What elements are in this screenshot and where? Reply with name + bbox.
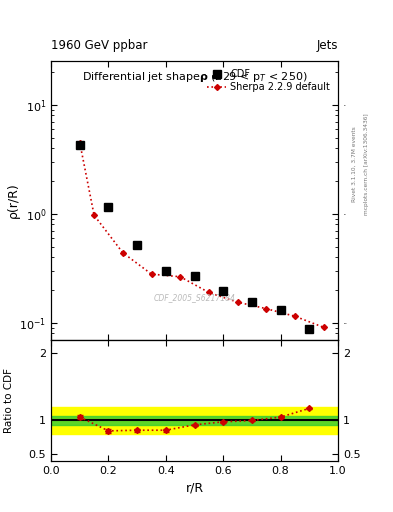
Text: 1960 GeV ppbar: 1960 GeV ppbar bbox=[51, 38, 148, 52]
Legend: CDF, Sherpa 2.2.9 default: CDF, Sherpa 2.2.9 default bbox=[204, 66, 333, 95]
Y-axis label: Ratio to CDF: Ratio to CDF bbox=[4, 368, 14, 433]
Bar bbox=[51, 416, 338, 425]
Text: Jets: Jets bbox=[316, 38, 338, 52]
Text: Rivet 3.1.10, 3.7M events: Rivet 3.1.10, 3.7M events bbox=[352, 126, 357, 202]
Text: Differential jet shape$\bf{\rho}$ (229 < p$_T$ < 250): Differential jet shape$\bf{\rho}$ (229 <… bbox=[82, 70, 307, 84]
Text: mcplots.cern.ch [arXiv:1306.3436]: mcplots.cern.ch [arXiv:1306.3436] bbox=[364, 113, 369, 215]
Bar bbox=[51, 407, 338, 434]
Text: CDF_2005_S6217184: CDF_2005_S6217184 bbox=[154, 293, 235, 303]
X-axis label: r/R: r/R bbox=[185, 481, 204, 494]
Y-axis label: ρ(r/R): ρ(r/R) bbox=[7, 183, 20, 219]
